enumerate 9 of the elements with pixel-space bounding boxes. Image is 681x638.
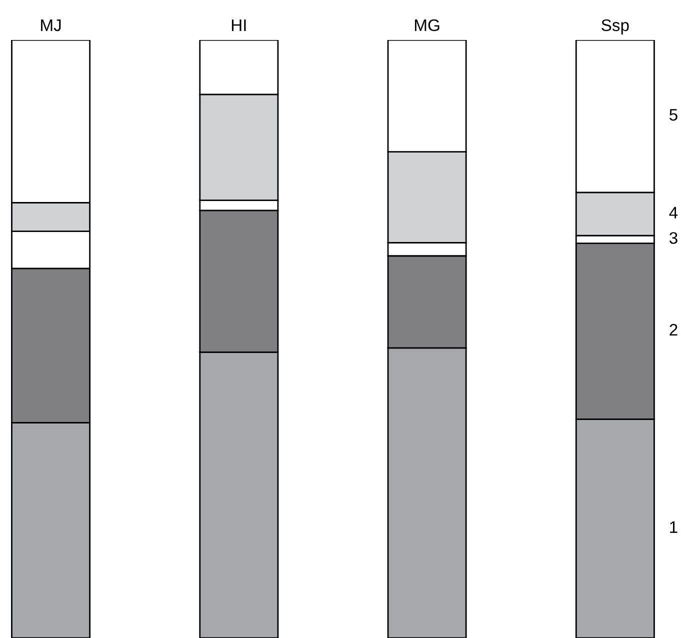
x-tick-label: Ssp: [602, 19, 629, 34]
series-label: 2: [670, 324, 678, 336]
series-label: 3: [669, 232, 678, 244]
x-tick-label: MJ: [41, 20, 61, 32]
x-tick-label: HI: [232, 20, 246, 31]
x-tick-label: MG: [414, 19, 440, 32]
series-label: 1: [670, 521, 678, 533]
series-label: 5: [670, 109, 678, 121]
series-label: 4: [669, 206, 678, 218]
